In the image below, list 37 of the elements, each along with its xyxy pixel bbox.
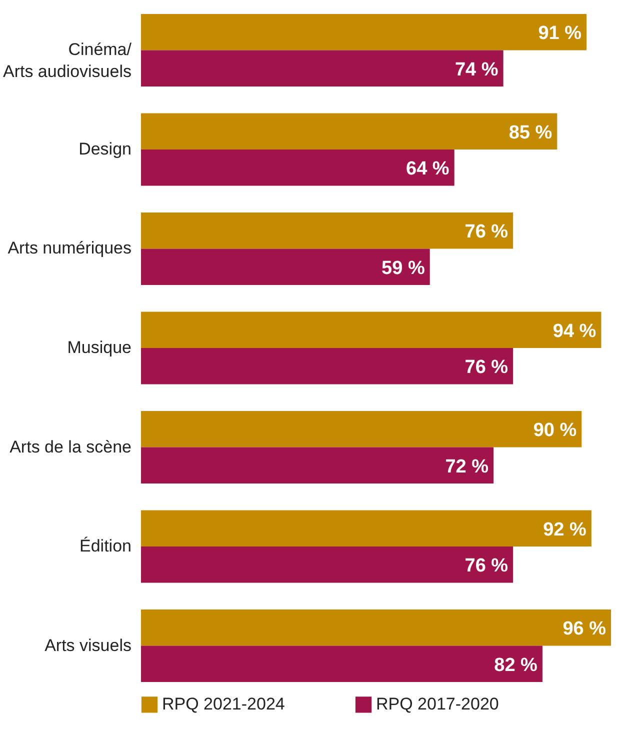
data-label: 91 % <box>538 23 582 44</box>
bar <box>141 312 602 348</box>
data-label: 64 % <box>406 158 450 180</box>
bar <box>141 646 542 682</box>
data-label: 90 % <box>533 420 577 442</box>
data-label: 59 % <box>382 258 425 279</box>
y-tick-label: Arts de la scène <box>10 437 132 456</box>
bar <box>141 411 582 448</box>
y-tick-label: Arts numériques <box>8 238 132 258</box>
data-label: 76 % <box>464 556 508 577</box>
bar <box>141 149 454 186</box>
data-label: 96 % <box>562 618 606 640</box>
bar <box>141 14 587 50</box>
bar <box>141 546 514 583</box>
bar <box>141 212 514 249</box>
legend-label: RPQ 2021-2024 <box>162 694 285 714</box>
data-label: 92 % <box>543 519 587 540</box>
data-label: 85 % <box>508 122 552 144</box>
data-label: 74 % <box>454 59 498 80</box>
legend-label: RPQ 2017-2020 <box>376 694 499 714</box>
y-tick-label: Design <box>78 139 132 158</box>
data-label: 94 % <box>552 320 596 342</box>
bar <box>141 610 611 646</box>
y-tick-label: Cinéma/ Arts audiovisuels <box>2 40 132 82</box>
bar <box>141 348 514 384</box>
bar <box>141 248 430 285</box>
y-tick-label: Arts visuels <box>44 636 132 655</box>
data-label: 76 % <box>464 357 508 378</box>
bar <box>141 510 592 547</box>
bar <box>141 447 494 484</box>
data-label: 72 % <box>445 456 489 478</box>
y-tick-label: Édition <box>80 536 132 556</box>
bar <box>141 50 504 86</box>
y-tick-label: Musique <box>67 338 132 357</box>
data-label: 82 % <box>494 654 538 676</box>
data-label: 76 % <box>464 222 508 243</box>
bar <box>141 113 558 150</box>
